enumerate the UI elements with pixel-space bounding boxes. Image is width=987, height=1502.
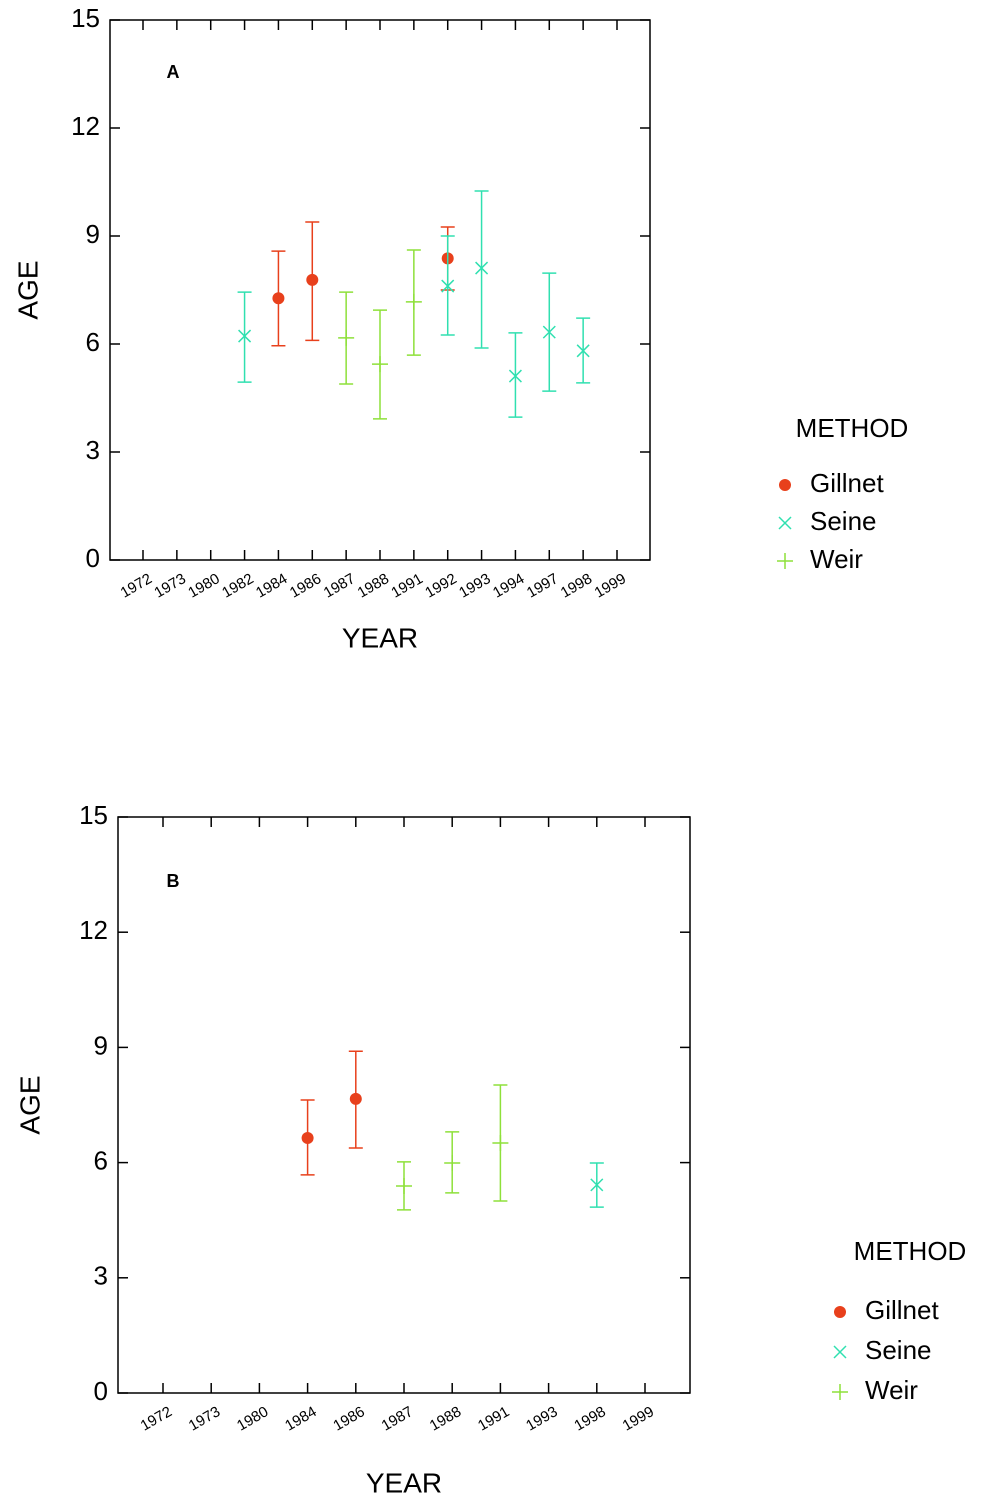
marker — [405, 293, 422, 310]
marker — [372, 356, 388, 373]
x-tick-label: 1980 — [185, 570, 222, 601]
y-tick-label: 9 — [86, 219, 100, 249]
y-tick-label: 12 — [71, 111, 100, 141]
x-tick-label: 1986 — [287, 570, 324, 601]
marker — [833, 1345, 847, 1359]
legend-label: Weir — [865, 1375, 918, 1405]
x-tick-label: 1988 — [355, 570, 392, 601]
x-tick-label: 1987 — [379, 1403, 416, 1434]
x-tick-label: 1987 — [321, 570, 358, 601]
y-tick-label: 0 — [94, 1376, 108, 1406]
x-tick-label: 1993 — [523, 1403, 560, 1434]
x-tick-label: 1986 — [330, 1403, 367, 1434]
marker — [779, 479, 791, 491]
y-tick-label: 6 — [94, 1145, 108, 1175]
marker — [301, 1132, 314, 1145]
y-axis-label: AGE — [14, 1075, 45, 1134]
marker — [475, 261, 489, 275]
legend-title: METHOD — [854, 1236, 967, 1266]
series — [237, 190, 591, 418]
marker — [238, 329, 252, 343]
x-tick-label: 1973 — [151, 570, 188, 601]
legend-label: Gillnet — [810, 468, 884, 498]
marker — [576, 344, 590, 358]
x-tick-label: 1997 — [524, 570, 561, 601]
x-tick-label: 1992 — [422, 570, 459, 601]
error-bar — [474, 190, 489, 349]
marker — [777, 553, 793, 569]
x-tick-label: 1988 — [427, 1403, 464, 1434]
error-bar — [237, 291, 252, 383]
x-tick-label: 1998 — [571, 1403, 608, 1434]
y-tick-label: 15 — [79, 800, 108, 830]
marker — [349, 1092, 362, 1105]
plot-frame — [117, 816, 691, 1394]
x-tick-label: 1973 — [186, 1403, 223, 1434]
x-tick-label: 1980 — [234, 1403, 271, 1434]
y-tick-label: 6 — [86, 327, 100, 357]
y-axis-label: AGE — [12, 260, 43, 319]
marker — [338, 329, 355, 346]
x-tick-label: 1999 — [620, 1403, 657, 1434]
series — [589, 1162, 604, 1208]
marker — [396, 1178, 412, 1195]
x-tick-label: 1998 — [558, 570, 595, 601]
y-tick-label: 9 — [94, 1030, 108, 1060]
marker — [590, 1178, 604, 1192]
x-tick-label: 1984 — [253, 570, 290, 601]
marker — [542, 325, 556, 339]
x-tick-label: 1994 — [490, 570, 527, 601]
marker — [832, 1384, 848, 1400]
marker — [272, 292, 285, 305]
x-tick-label: 1984 — [282, 1403, 319, 1434]
panel-label: A — [167, 62, 180, 82]
legend-label: Weir — [810, 544, 863, 574]
series — [338, 249, 422, 420]
x-tick-label: 1991 — [388, 570, 425, 601]
series — [396, 1084, 509, 1211]
marker — [492, 1135, 509, 1152]
legend-label: Seine — [810, 506, 877, 536]
x-tick-label: 1972 — [138, 1403, 175, 1434]
marker — [508, 369, 522, 383]
y-tick-label: 3 — [86, 435, 100, 465]
x-tick-label: 1972 — [118, 570, 155, 601]
x-axis-label: YEAR — [366, 1467, 442, 1498]
marker — [834, 1306, 846, 1318]
x-tick-label: 1991 — [475, 1403, 512, 1434]
x-tick-label: 1993 — [456, 570, 493, 601]
error-bar — [508, 332, 523, 418]
y-tick-label: 15 — [71, 3, 100, 33]
y-tick-label: 12 — [79, 915, 108, 945]
legend-title: METHOD — [796, 413, 909, 443]
marker — [306, 273, 319, 286]
x-tick-label: 1999 — [592, 570, 629, 601]
x-tick-label: 1982 — [219, 570, 256, 601]
series — [271, 221, 455, 347]
marker — [441, 279, 455, 293]
marker — [444, 1154, 461, 1171]
plot-frame — [109, 19, 651, 561]
legend-label: Gillnet — [865, 1295, 939, 1325]
y-tick-label: 3 — [94, 1261, 108, 1291]
marker — [778, 516, 792, 530]
panel-label: B — [167, 871, 180, 891]
y-tick-label: 0 — [86, 543, 100, 573]
legend-label: Seine — [865, 1335, 932, 1365]
x-axis-label: YEAR — [342, 622, 418, 653]
series — [300, 1050, 363, 1176]
